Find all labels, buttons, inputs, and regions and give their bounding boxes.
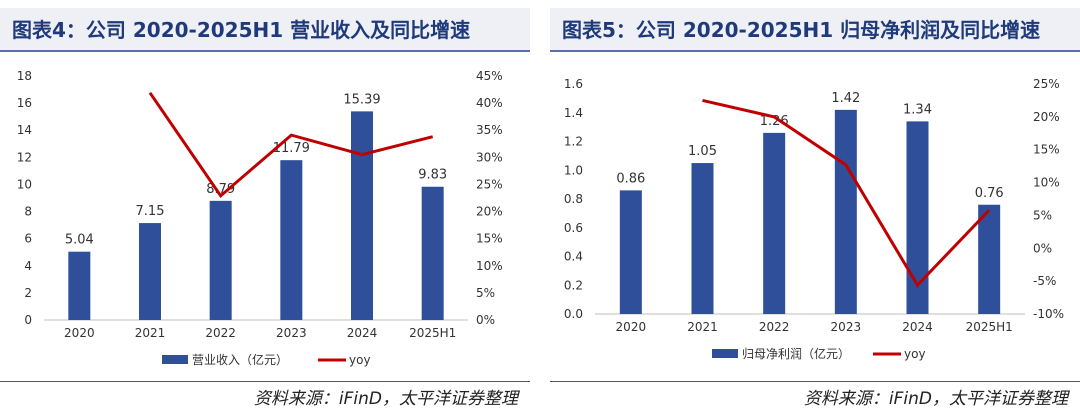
bar-data-label: 1.05 [688, 144, 717, 159]
bar [834, 109, 857, 314]
y-left-tick-label: 0.6 [564, 221, 583, 235]
bar-data-label: 1.42 [831, 91, 860, 106]
x-tick-label: 2021 [687, 320, 718, 334]
bar-data-label: 9.83 [418, 168, 447, 183]
bar-data-label: 0.86 [616, 171, 645, 186]
x-tick-label: 2024 [902, 320, 933, 334]
y-left-tick-label: 0.8 [564, 192, 583, 206]
divider [550, 381, 1080, 382]
legend-bar-swatch [712, 349, 738, 358]
y-left-tick-label: 8 [24, 205, 32, 219]
y-left-tick-label: 1.2 [564, 135, 583, 149]
y-right-tick-label: 35% [476, 123, 503, 137]
x-tick-label: 2025H1 [409, 326, 456, 340]
bar [209, 200, 232, 320]
chart-panel-net-profit: 图表5：公司 2020-2025H1 归母净利润及同比增速 0.0 0.2 0.4 0… [550, 0, 1080, 415]
x-tick-label: 2020 [64, 326, 95, 340]
y-left-tick-label: 18 [17, 69, 32, 83]
bar-data-label: 7.15 [136, 204, 165, 219]
legend-line-label: yoy [349, 353, 371, 367]
bar [280, 160, 303, 320]
y-left-tick-label: 4 [24, 259, 32, 273]
source-note: 资料来源：iFinD，太平洋证券整理 [803, 389, 1068, 409]
legend-bar-label: 营业收入（亿元） [192, 352, 288, 367]
bar [691, 163, 714, 314]
bar [763, 132, 786, 314]
bar-data-label: 15.39 [343, 92, 380, 107]
bar [139, 223, 161, 320]
net-profit-chart: 0.0 0.2 0.4 0.6 0.8 1.0 1.2 1.4 1.6 -10% -5% 0% 5% 10… [564, 77, 1064, 361]
y-right-tick-label: 15% [1033, 143, 1060, 157]
y-right-tick-label: 10% [476, 259, 503, 273]
x-tick-label: 2020 [616, 320, 647, 334]
bar-data-label: 5.04 [65, 233, 94, 248]
y-left-tick-label: 0 [24, 313, 32, 327]
x-tick-label: 2023 [276, 326, 307, 340]
y-left-tick-label: 0.4 [564, 250, 583, 264]
legend-line-label: yoy [904, 347, 926, 361]
bar [421, 186, 444, 320]
source-note: 资料来源：iFinD，太平洋证券整理 [253, 389, 518, 409]
y-left-tick-label: 1.6 [564, 77, 583, 91]
legend-bar-swatch [162, 355, 188, 364]
y-right-tick-label: 25% [1033, 77, 1060, 91]
x-tick-label: 2021 [135, 326, 166, 340]
y-right-tick-label: 5% [1033, 208, 1052, 222]
y-right-tick-label: 5% [476, 286, 495, 300]
y-left-tick-label: 1.4 [564, 106, 583, 120]
legend-bar-label: 归母净利润（亿元） [742, 346, 850, 361]
y-right-tick-label: 40% [476, 96, 503, 110]
y-right-tick-label: 0% [476, 313, 495, 327]
y-right-tick-label: -5% [1033, 274, 1056, 288]
chart-title: 图表5：公司 2020-2025H1 归母净利润及同比增速 [550, 8, 1080, 52]
y-left-tick-label: 2 [24, 286, 32, 300]
y-left-tick-label: 10 [17, 177, 32, 191]
y-right-tick-label: 45% [476, 69, 503, 83]
divider [0, 381, 530, 382]
y-left-tick-label: 0.2 [564, 278, 583, 292]
chart-panel-revenue: 图表4：公司 2020-2025H1 营业收入及同比增速 0 2 4 6 8 10 12 14… [0, 0, 530, 415]
y-right-tick-label: 10% [1033, 176, 1060, 190]
y-left-tick-label: 1.0 [564, 163, 583, 177]
y-left-tick-label: 6 [24, 232, 32, 246]
bar-data-label: 1.26 [760, 114, 789, 129]
x-tick-label: 2024 [347, 326, 378, 340]
x-tick-label: 2022 [205, 326, 236, 340]
y-right-tick-label: 30% [476, 150, 503, 164]
y-left-tick-label: 0.0 [564, 307, 583, 321]
x-tick-label: 2022 [759, 320, 790, 334]
y-right-tick-label: -10% [1033, 307, 1064, 321]
bar-data-label: 1.34 [903, 102, 932, 117]
y-left-tick-label: 16 [17, 96, 32, 110]
x-tick-label: 2025H1 [966, 320, 1013, 334]
chart-title: 图表4：公司 2020-2025H1 营业收入及同比增速 [0, 8, 530, 52]
y-right-tick-label: 15% [476, 232, 503, 246]
bar [68, 251, 91, 320]
y-right-tick-label: 20% [1033, 110, 1060, 124]
x-tick-label: 2023 [831, 320, 862, 334]
y-left-tick-label: 14 [17, 123, 32, 137]
bar [906, 121, 929, 314]
bar [619, 190, 642, 314]
revenue-chart: 0 2 4 6 8 10 12 14 16 18 0% 5% 10% 15% 20% 25% 30% 35% 40%… [17, 69, 503, 367]
bar [351, 111, 373, 320]
bar-data-label: 0.76 [975, 186, 1004, 201]
y-left-tick-label: 12 [17, 150, 32, 164]
y-right-tick-label: 0% [1033, 241, 1052, 255]
bar [978, 204, 1001, 314]
y-right-tick-label: 20% [476, 205, 503, 219]
bar-data-label: 11.79 [273, 141, 310, 156]
y-right-tick-label: 25% [476, 177, 503, 191]
